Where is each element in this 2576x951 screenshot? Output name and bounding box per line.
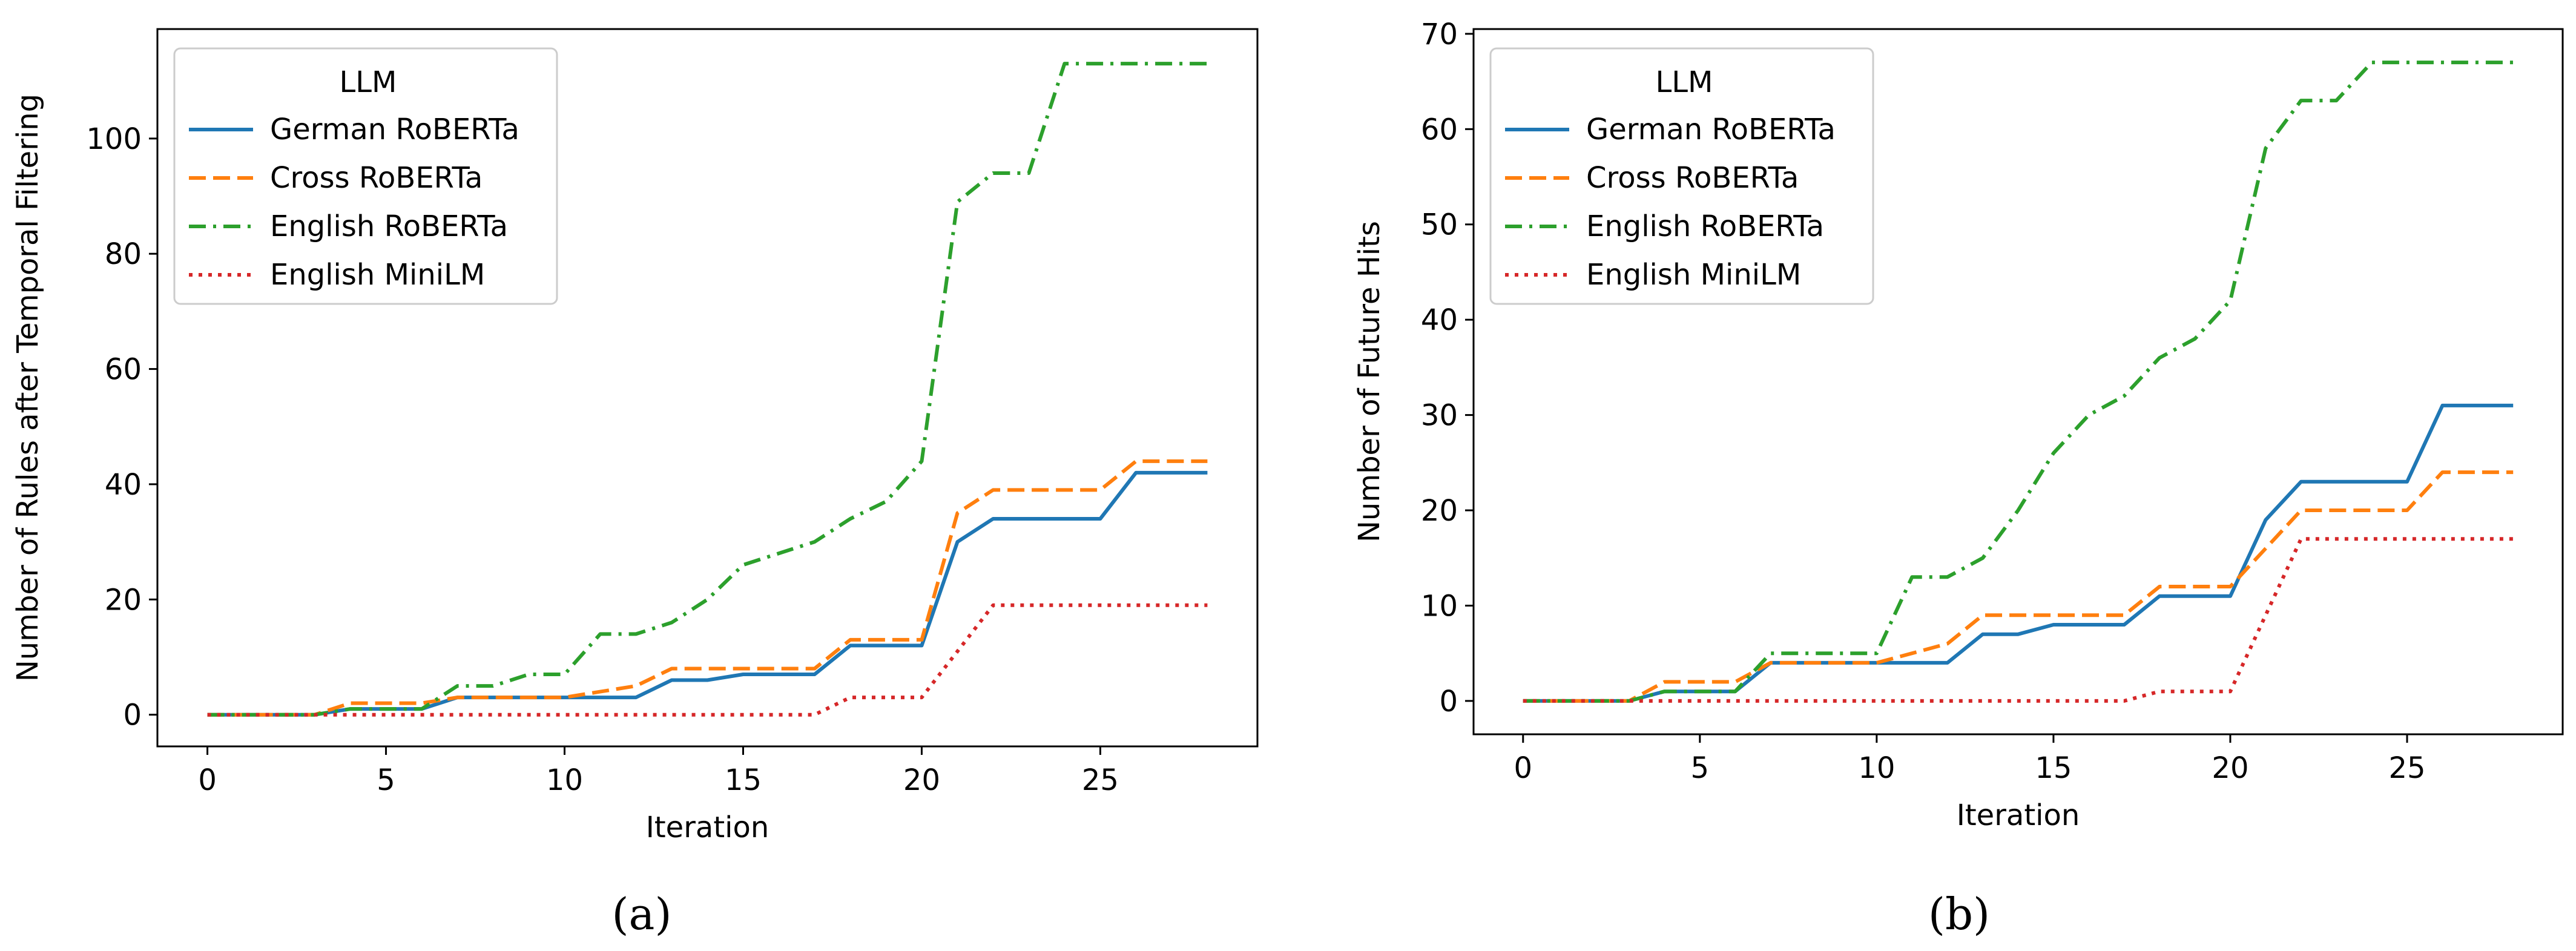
y-tick-label: 80 bbox=[105, 237, 142, 271]
y-axis-label: Number of Rules after Temporal Filtering bbox=[11, 94, 45, 682]
chart-panel-a: 0 20 40 60 80 100 0 5 10 15 20 25 Iteration Number of… bbox=[11, 28, 1259, 939]
x-tick-label: 0 bbox=[198, 763, 217, 797]
y-tick-label: 60 bbox=[105, 353, 142, 387]
y-tick-label: 60 bbox=[1421, 113, 1458, 146]
legend-label: English RoBERTa bbox=[270, 209, 508, 243]
series-line-english-minilm bbox=[1523, 537, 2514, 703]
legend-title: LLM bbox=[340, 65, 397, 99]
y-tick-label: 40 bbox=[105, 468, 142, 502]
x-axis-label: Iteration bbox=[646, 811, 769, 844]
plot-frame bbox=[1472, 28, 2564, 735]
y-axis-label: Number of Future Hits bbox=[1352, 221, 1386, 542]
x-tick-label: 15 bbox=[2035, 751, 2072, 785]
x-tick-label: 5 bbox=[377, 763, 395, 797]
x-tick-label: 0 bbox=[1514, 751, 1532, 785]
y-tick-label: 10 bbox=[1421, 589, 1458, 623]
legend-label: English RoBERTa bbox=[1586, 209, 1824, 243]
legend-label: English MiniLM bbox=[1586, 258, 1801, 292]
legend-label: German RoBERTa bbox=[270, 113, 519, 146]
x-tick-label: 20 bbox=[2212, 751, 2248, 785]
legend: LLM German RoBERTa Cross RoBERTa English Ro… bbox=[173, 47, 558, 305]
x-tick-label: 5 bbox=[1691, 751, 1710, 785]
legend-box bbox=[173, 47, 558, 305]
y-tick-label: 50 bbox=[1421, 208, 1458, 242]
y-tick-label: 40 bbox=[1421, 303, 1458, 337]
legend-label: Cross RoBERTa bbox=[1586, 161, 1799, 195]
x-tick-label: 25 bbox=[1082, 763, 1119, 797]
x-tick-label: 25 bbox=[2388, 751, 2425, 785]
legend-title: LLM bbox=[1656, 65, 1713, 99]
series-line-english-minilm bbox=[207, 603, 1208, 717]
series-line-english-roberta bbox=[1523, 61, 2514, 703]
series-line-german-roberta bbox=[207, 470, 1208, 717]
y-tick-label: 20 bbox=[1421, 494, 1458, 528]
y-tick-label: 20 bbox=[105, 583, 142, 617]
series-line-german-roberta bbox=[1523, 403, 2514, 703]
panel-caption: (a) bbox=[611, 889, 671, 939]
y-tick-label: 0 bbox=[1439, 685, 1458, 719]
chart-panel-b: 0 10 20 30 40 50 60 70 0 5 10 15 20 25 Iteration Number… bbox=[1352, 18, 2564, 939]
legend-label: Cross RoBERTa bbox=[270, 161, 483, 195]
y-tick-label: 100 bbox=[86, 122, 142, 156]
x-tick-label: 15 bbox=[725, 763, 762, 797]
y-tick-label: 30 bbox=[1421, 399, 1458, 433]
legend-label: German RoBERTa bbox=[1586, 113, 1836, 146]
y-tick-label: 0 bbox=[123, 699, 142, 732]
legend-label: English MiniLM bbox=[270, 258, 485, 292]
x-tick-label: 10 bbox=[546, 763, 583, 797]
series-line-english-roberta bbox=[207, 62, 1208, 717]
series-line-cross-roberta bbox=[207, 459, 1208, 717]
legend: LLM German RoBERTa Cross RoBERTa English Ro… bbox=[1489, 47, 1874, 305]
x-tick-label: 10 bbox=[1858, 751, 1895, 785]
series-line-cross-roberta bbox=[1523, 470, 2514, 703]
x-tick-label: 20 bbox=[903, 763, 940, 797]
panel-caption: (b) bbox=[1928, 889, 1990, 939]
plot-frame bbox=[156, 28, 1259, 748]
x-axis-label: Iteration bbox=[1957, 798, 2080, 832]
legend-box bbox=[1489, 47, 1874, 305]
y-tick-label: 70 bbox=[1421, 18, 1458, 51]
